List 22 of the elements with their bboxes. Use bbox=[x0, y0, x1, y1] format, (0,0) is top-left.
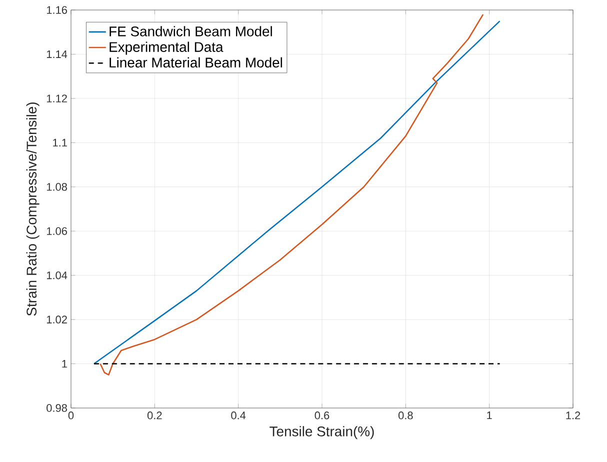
y-tick-label: 1.06 bbox=[46, 227, 67, 235]
legend-label: FE Sandwich Beam Model bbox=[110, 26, 272, 36]
y-tick-label: 1.02 bbox=[46, 316, 67, 324]
y-tick-label: 0.98 bbox=[46, 404, 67, 412]
x-axis-title: Tensile Strain(%) bbox=[270, 426, 374, 440]
y-tick-label: 1 bbox=[62, 360, 67, 368]
x-tick-label: 1.2 bbox=[566, 412, 580, 420]
x-tick-label: 0.6 bbox=[314, 412, 330, 420]
x-tick-label: 1 bbox=[487, 412, 492, 420]
y-tick-label: 1.14 bbox=[46, 50, 68, 58]
x-tick-label: 0 bbox=[68, 412, 74, 420]
x-tick-label: 0.8 bbox=[398, 412, 413, 420]
legend-label: Experimental Data bbox=[110, 42, 224, 55]
y-tick-label: 1.04 bbox=[46, 271, 68, 280]
x-tick-label: 0.2 bbox=[147, 412, 162, 420]
y-tick-label: 1.08 bbox=[46, 183, 67, 191]
legend-label: Linear Material Beam Model bbox=[110, 57, 282, 68]
y-axis-title: Strain Ratio (Compressive/Tensile) bbox=[26, 102, 40, 316]
y-tick-label: 1.12 bbox=[46, 94, 67, 102]
y-tick-label: 1.1 bbox=[53, 138, 67, 146]
x-tick-label: 0.4 bbox=[231, 412, 246, 420]
y-tick-label: 1.16 bbox=[46, 6, 67, 14]
